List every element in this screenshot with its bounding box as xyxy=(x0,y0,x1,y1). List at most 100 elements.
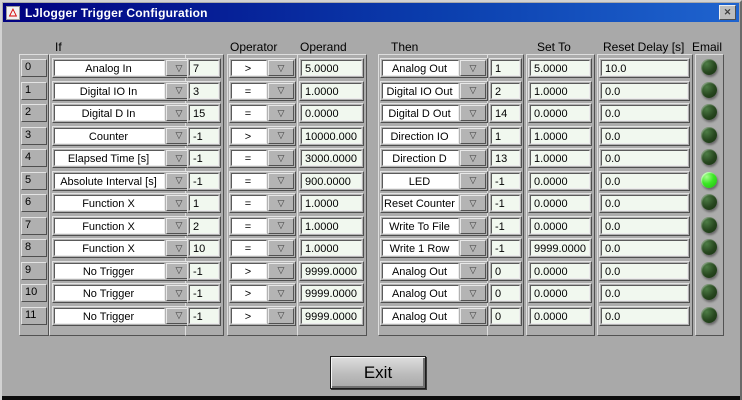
operator-dropdown[interactable]: = ▽ xyxy=(229,193,296,213)
operator-value[interactable]: > xyxy=(231,307,267,324)
set-to-value[interactable]: 0.0000 xyxy=(530,217,590,234)
operand-value[interactable]: 10000.000 xyxy=(301,127,362,144)
then-action-dropdown[interactable]: Analog Out ▽ xyxy=(380,283,488,303)
then-channel-value[interactable]: 0 xyxy=(491,262,520,279)
chevron-down-icon[interactable]: ▽ xyxy=(268,307,294,324)
chevron-down-icon[interactable]: ▽ xyxy=(460,60,486,76)
chevron-down-icon[interactable]: ▽ xyxy=(166,195,192,211)
set-to-field[interactable]: 1.0000 xyxy=(528,148,592,168)
then-channel-value[interactable]: -1 xyxy=(491,172,520,189)
if-trigger-value[interactable]: Function X xyxy=(54,217,165,234)
set-to-field[interactable]: 1.0000 xyxy=(528,80,592,101)
operator-dropdown[interactable]: = ▽ xyxy=(229,238,296,258)
chevron-down-icon[interactable]: ▽ xyxy=(268,82,294,99)
channel-field[interactable]: 15 xyxy=(187,103,221,123)
email-led[interactable] xyxy=(701,171,717,188)
then-channel-field[interactable]: 13 xyxy=(489,148,522,168)
channel-field[interactable]: -1 xyxy=(187,170,221,191)
chevron-down-icon[interactable]: ▽ xyxy=(166,127,192,144)
then-channel-field[interactable]: 2 xyxy=(489,80,522,101)
channel-value[interactable]: -1 xyxy=(189,127,219,144)
operand-value[interactable]: 9999.0000 xyxy=(301,262,362,279)
operator-value[interactable]: = xyxy=(231,240,267,256)
operand-value[interactable]: 5.0000 xyxy=(301,60,362,76)
then-action-dropdown[interactable]: Write 1 Row ▽ xyxy=(380,238,488,258)
set-to-value[interactable]: 0.0000 xyxy=(530,195,590,211)
reset-delay-value[interactable]: 0.0 xyxy=(601,307,688,324)
then-channel-field[interactable]: -1 xyxy=(489,193,522,213)
set-to-field[interactable]: 0.0000 xyxy=(528,215,592,236)
operand-field[interactable]: 1.0000 xyxy=(299,193,364,213)
then-action-value[interactable]: Reset Counter xyxy=(382,195,459,211)
channel-field[interactable]: -1 xyxy=(187,305,221,326)
chevron-down-icon[interactable]: ▽ xyxy=(460,150,486,166)
operator-dropdown[interactable]: = ▽ xyxy=(229,215,296,236)
then-channel-value[interactable]: -1 xyxy=(491,195,520,211)
set-to-field[interactable]: 0.0000 xyxy=(528,193,592,213)
channel-value[interactable]: -1 xyxy=(189,285,219,301)
reset-delay-value[interactable]: 0.0 xyxy=(601,195,688,211)
channel-field[interactable]: 10 xyxy=(187,238,221,258)
then-action-dropdown[interactable]: Digital IO Out ▽ xyxy=(380,80,488,101)
set-to-field[interactable]: 1.0000 xyxy=(528,125,592,146)
if-trigger-dropdown[interactable]: Counter ▽ xyxy=(52,125,194,146)
chevron-down-icon[interactable]: ▽ xyxy=(268,60,294,76)
operand-field[interactable]: 3000.0000 xyxy=(299,148,364,168)
email-led[interactable] xyxy=(701,149,717,165)
channel-field[interactable]: -1 xyxy=(187,283,221,303)
set-to-value[interactable]: 5.0000 xyxy=(530,60,590,76)
if-trigger-value[interactable]: Analog In xyxy=(54,60,165,76)
set-to-value[interactable]: 1.0000 xyxy=(530,127,590,144)
channel-value[interactable]: -1 xyxy=(189,172,219,189)
channel-value[interactable]: 3 xyxy=(189,82,219,99)
then-channel-field[interactable]: -1 xyxy=(489,238,522,258)
chevron-down-icon[interactable]: ▽ xyxy=(268,172,294,189)
operator-value[interactable]: = xyxy=(231,195,267,211)
then-channel-field[interactable]: 1 xyxy=(489,125,522,146)
channel-value[interactable]: 2 xyxy=(189,217,219,234)
reset-delay-field[interactable]: 0.0 xyxy=(599,305,690,326)
reset-delay-field[interactable]: 0.0 xyxy=(599,125,690,146)
operand-field[interactable]: 9999.0000 xyxy=(299,283,364,303)
operator-dropdown[interactable]: > ▽ xyxy=(229,125,296,146)
operator-dropdown[interactable]: > ▽ xyxy=(229,260,296,281)
then-action-value[interactable]: Analog Out xyxy=(382,285,459,301)
if-trigger-dropdown[interactable]: No Trigger ▽ xyxy=(52,305,194,326)
then-action-dropdown[interactable]: LED ▽ xyxy=(380,170,488,191)
reset-delay-value[interactable]: 0.0 xyxy=(601,127,688,144)
reset-delay-value[interactable]: 0.0 xyxy=(601,217,688,234)
if-trigger-dropdown[interactable]: Function X ▽ xyxy=(52,193,194,213)
then-channel-field[interactable]: 0 xyxy=(489,305,522,326)
then-channel-field[interactable]: -1 xyxy=(489,215,522,236)
if-trigger-value[interactable]: Digital IO In xyxy=(54,82,165,99)
reset-delay-field[interactable]: 0.0 xyxy=(599,103,690,123)
operator-value[interactable]: = xyxy=(231,105,267,121)
operand-field[interactable]: 0.0000 xyxy=(299,103,364,123)
then-action-dropdown[interactable]: Direction D ▽ xyxy=(380,148,488,168)
channel-field[interactable]: -1 xyxy=(187,260,221,281)
then-action-value[interactable]: LED xyxy=(382,172,459,189)
channel-field[interactable]: -1 xyxy=(187,148,221,168)
then-action-value[interactable]: Direction IO xyxy=(382,127,459,144)
then-channel-value[interactable]: 0 xyxy=(491,307,520,324)
if-trigger-value[interactable]: Function X xyxy=(54,195,165,211)
if-trigger-value[interactable]: Absolute Interval [s] xyxy=(54,172,165,189)
set-to-value[interactable]: 1.0000 xyxy=(530,150,590,166)
chevron-down-icon[interactable]: ▽ xyxy=(460,240,486,256)
chevron-down-icon[interactable]: ▽ xyxy=(460,172,486,189)
reset-delay-value[interactable]: 10.0 xyxy=(601,60,688,76)
title-bar[interactable]: △ LJlogger Trigger Configuration ✕ xyxy=(3,3,739,22)
if-trigger-dropdown[interactable]: Function X ▽ xyxy=(52,238,194,258)
reset-delay-field[interactable]: 0.0 xyxy=(599,238,690,258)
chevron-down-icon[interactable]: ▽ xyxy=(460,262,486,279)
chevron-down-icon[interactable]: ▽ xyxy=(268,285,294,301)
operator-value[interactable]: > xyxy=(231,60,267,76)
then-action-dropdown[interactable]: Write To File ▽ xyxy=(380,215,488,236)
if-trigger-dropdown[interactable]: Digital IO In ▽ xyxy=(52,80,194,101)
operand-field[interactable]: 10000.000 xyxy=(299,125,364,146)
email-led[interactable] xyxy=(701,81,717,98)
set-to-value[interactable]: 0.0000 xyxy=(530,172,590,189)
set-to-value[interactable]: 0.0000 xyxy=(530,285,590,301)
operand-value[interactable]: 1.0000 xyxy=(301,195,362,211)
if-trigger-dropdown[interactable]: Function X ▽ xyxy=(52,215,194,236)
